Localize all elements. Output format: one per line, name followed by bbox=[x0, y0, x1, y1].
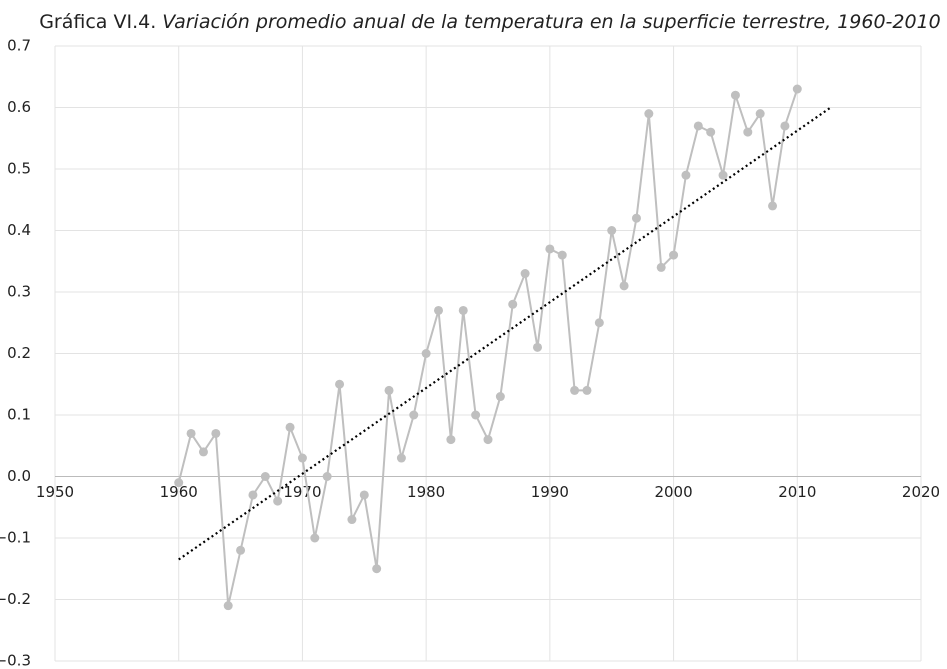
data-point bbox=[211, 428, 221, 438]
data-point bbox=[446, 435, 456, 445]
data-point bbox=[631, 213, 641, 223]
data-line bbox=[177, 88, 799, 606]
y-tick-label: 0.5 bbox=[7, 160, 31, 178]
data-point bbox=[644, 109, 654, 119]
data-point bbox=[545, 244, 555, 254]
data-point bbox=[248, 490, 258, 500]
data-point bbox=[768, 201, 778, 211]
x-tick-label: 1980 bbox=[407, 483, 445, 501]
y-tick-label: −0.3 bbox=[0, 652, 31, 669]
data-point bbox=[409, 410, 419, 420]
data-point bbox=[483, 435, 493, 445]
x-tick-label: 2010 bbox=[778, 483, 816, 501]
data-point bbox=[570, 385, 580, 395]
data-point bbox=[718, 170, 728, 180]
data-point bbox=[434, 305, 444, 315]
data-point bbox=[310, 533, 320, 543]
data-point bbox=[335, 379, 345, 389]
data-point bbox=[421, 349, 431, 358]
title-text: Variación promedio anual de la temperatu… bbox=[162, 11, 940, 33]
data-point bbox=[347, 515, 357, 525]
data-point bbox=[706, 127, 716, 137]
y-tick-label: 0.1 bbox=[7, 406, 31, 424]
data-point bbox=[780, 121, 790, 131]
data-point bbox=[619, 281, 629, 291]
x-tick-label: 1960 bbox=[160, 483, 198, 501]
data-point bbox=[520, 269, 530, 279]
data-point bbox=[372, 564, 382, 574]
data-point bbox=[359, 490, 369, 500]
data-point bbox=[743, 127, 753, 137]
data-point bbox=[594, 318, 604, 328]
x-tick-label: 1950 bbox=[36, 483, 74, 501]
data-point bbox=[186, 428, 196, 438]
y-tick-label: −0.2 bbox=[0, 590, 31, 608]
y-tick-label: 0.0 bbox=[7, 467, 31, 485]
data-point bbox=[693, 121, 703, 131]
y-tick-label: 0.6 bbox=[7, 98, 31, 116]
data-point bbox=[471, 410, 481, 420]
data-point bbox=[582, 385, 592, 395]
data-point bbox=[396, 453, 406, 463]
data-point bbox=[260, 472, 270, 481]
x-tick-label: 1970 bbox=[283, 483, 321, 501]
data-point bbox=[223, 601, 233, 611]
data-point bbox=[495, 392, 505, 402]
data-point bbox=[198, 447, 208, 457]
y-tick-label: 0.4 bbox=[7, 221, 31, 239]
x-tick-label: 2020 bbox=[902, 483, 940, 501]
data-point bbox=[508, 299, 518, 309]
data-point bbox=[532, 342, 542, 352]
title-prefix: Gráfica VI.4. bbox=[39, 11, 156, 33]
data-point bbox=[236, 545, 246, 555]
data-point bbox=[669, 250, 679, 260]
x-tick-label: 2000 bbox=[654, 483, 692, 501]
x-tick-label: 1990 bbox=[531, 483, 569, 501]
data-point bbox=[322, 472, 332, 481]
data-point bbox=[285, 422, 295, 432]
data-point bbox=[384, 385, 394, 395]
data-point bbox=[174, 478, 184, 488]
data-point bbox=[755, 109, 765, 119]
data-point bbox=[607, 226, 617, 235]
data-point bbox=[681, 170, 691, 180]
data-point bbox=[730, 90, 740, 100]
y-tick-label: 0.2 bbox=[7, 344, 31, 362]
data-point bbox=[297, 453, 307, 463]
data-point bbox=[792, 84, 802, 94]
data-point bbox=[557, 250, 567, 260]
data-point bbox=[656, 262, 666, 272]
y-tick-label: 0.7 bbox=[7, 37, 31, 55]
chart-title: Gráfica VI.4. Variación promedio anual d… bbox=[39, 11, 941, 33]
data-point bbox=[273, 496, 283, 506]
data-point bbox=[458, 305, 468, 315]
y-tick-label: 0.3 bbox=[7, 283, 31, 301]
trend-line bbox=[178, 106, 832, 561]
y-tick-label: −0.1 bbox=[0, 529, 31, 547]
